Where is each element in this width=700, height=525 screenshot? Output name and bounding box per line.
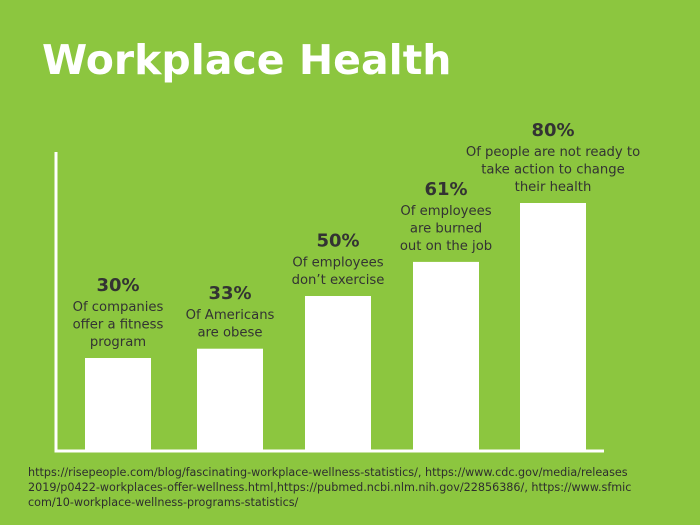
bar-category-label: Of companies <box>73 300 164 315</box>
bar <box>520 203 586 451</box>
bar-category-label: program <box>90 335 146 350</box>
bar-category-label: are obese <box>197 326 262 341</box>
bar <box>305 296 371 451</box>
source-line[interactable]: https://risepeople.com/blog/fascinating-… <box>28 466 628 479</box>
bar-value-label: 33% <box>208 283 251 304</box>
bar-category-label: their health <box>515 180 592 195</box>
bar-category-label: take action to change <box>481 163 624 178</box>
bar-category-label: offer a fitness <box>73 318 164 333</box>
bar <box>413 261 479 451</box>
bar-chart: Of companies offer a fitness program 30% Of … <box>54 120 640 453</box>
bar-value-label: 80% <box>531 120 574 141</box>
bar-category-label: Of people are not ready to <box>466 145 640 160</box>
bar <box>85 358 151 451</box>
chart-title: Workplace Health <box>42 36 452 84</box>
source-line[interactable]: 2019/p0422-workplaces-offer-wellness.htm… <box>28 481 632 494</box>
bar-value-label: 50% <box>316 231 359 252</box>
bar-category-label: don’t exercise <box>292 273 385 288</box>
bar <box>197 348 263 451</box>
sources-footnote: https://risepeople.com/blog/fascinating-… <box>28 465 688 510</box>
bar-value-label: 30% <box>96 275 139 296</box>
bar-category-label: Of employees <box>292 256 383 271</box>
bar-category-label: Of employees <box>400 204 491 219</box>
source-line[interactable]: com/10-workplace-wellness-programs-stati… <box>28 496 299 509</box>
bar-value-label: 61% <box>424 179 467 200</box>
bar-category-label: are burned <box>410 221 482 236</box>
bar-category-label: out on the job <box>400 239 492 254</box>
bar-category-label: Of Americans <box>186 308 275 323</box>
